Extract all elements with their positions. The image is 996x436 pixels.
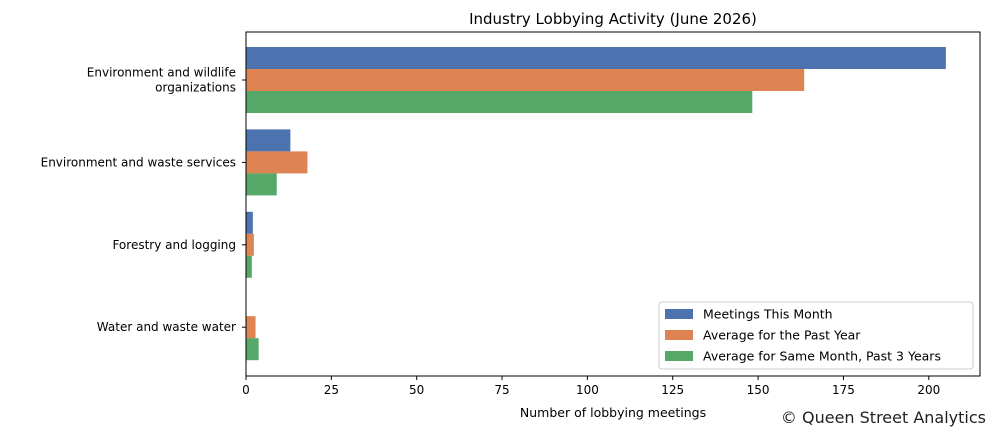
x-tick-label: 150	[747, 383, 770, 397]
x-tick-label: 200	[917, 383, 940, 397]
chart-title: Industry Lobbying Activity (June 2026)	[469, 10, 757, 28]
x-tick-label: 125	[661, 383, 684, 397]
legend-swatch-3	[665, 351, 693, 361]
x-tick-label: 50	[409, 383, 424, 397]
bar-2-1	[246, 69, 805, 91]
x-tick-label: 100	[576, 383, 599, 397]
y-tick-label: Forestry and logging	[112, 238, 236, 252]
legend-label-3: Average for Same Month, Past 3 Years	[703, 349, 941, 364]
legend: Meetings This Month Average for the Past …	[658, 301, 974, 370]
copyright-text: © Queen Street Analytics	[781, 408, 986, 427]
y-tick-label: Water and waste water	[97, 320, 236, 334]
y-tick-label: organizations	[155, 81, 236, 95]
bar-3-3	[246, 255, 252, 278]
legend-swatch-2	[665, 330, 693, 340]
y-tick-label: Environment and wildlife	[87, 66, 236, 80]
bar-2-3	[246, 233, 254, 256]
x-tick-label: 0	[242, 383, 250, 397]
bar-3-4	[246, 338, 259, 361]
bar-2-2	[246, 151, 308, 174]
legend-label-2: Average for the Past Year	[703, 328, 861, 343]
bar-2-4	[246, 316, 256, 339]
x-tick-label: 175	[832, 383, 855, 397]
bar-1-3	[246, 211, 253, 234]
x-axis-label: Number of lobbying meetings	[520, 405, 706, 420]
x-tick-label: 25	[324, 383, 339, 397]
plot-frame	[245, 31, 981, 377]
bar-3-1	[246, 91, 753, 113]
bar-1-2	[246, 129, 291, 152]
legend-box	[658, 301, 974, 370]
y-tick-label: Environment and waste services	[41, 155, 236, 169]
x-tick-label: 75	[494, 383, 509, 397]
bar-1-1	[246, 47, 946, 69]
legend-label-1: Meetings This Month	[703, 307, 833, 322]
legend-swatch-1	[665, 309, 693, 319]
bar-3-2	[246, 173, 277, 196]
